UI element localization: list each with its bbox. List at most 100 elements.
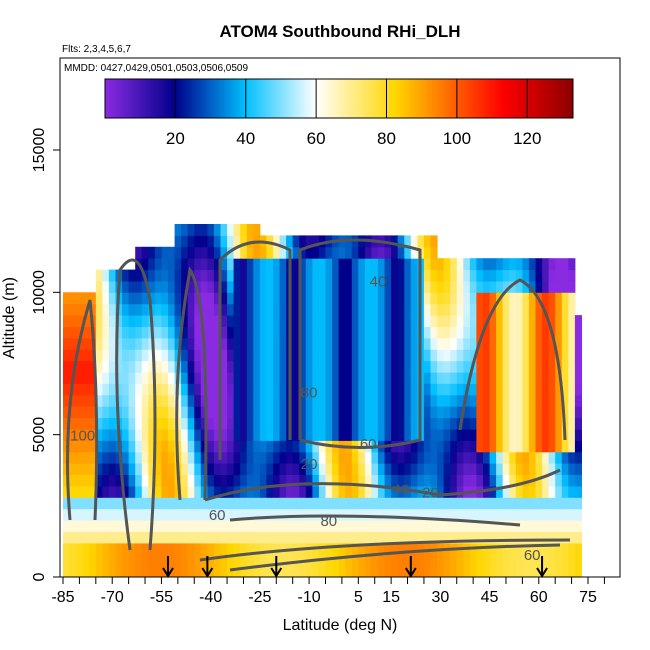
heatmap-cell xyxy=(515,485,523,498)
heatmap-cell xyxy=(417,531,425,544)
heatmap-cell xyxy=(194,417,202,430)
heatmap-cell xyxy=(318,520,326,532)
heatmap-cell xyxy=(108,429,116,441)
heatmap-cell xyxy=(463,417,471,430)
heatmap-cell xyxy=(148,280,156,293)
heatmap-cell xyxy=(227,224,235,236)
heatmap-cell xyxy=(227,440,235,453)
heatmap-cell xyxy=(437,349,445,362)
heatmap-cell xyxy=(318,565,326,577)
heatmap-cell xyxy=(213,246,221,259)
heatmap-cell xyxy=(187,235,195,248)
heatmap-cell xyxy=(469,337,477,350)
heatmap-cell xyxy=(312,485,320,498)
heatmap-cell xyxy=(200,235,208,248)
heatmap-cell xyxy=(469,531,477,544)
heatmap-cell xyxy=(338,349,346,362)
heatmap-cell xyxy=(154,337,162,350)
heatmap-cell xyxy=(122,474,130,487)
heatmap-cell xyxy=(128,360,136,373)
heatmap-cell xyxy=(423,531,431,544)
heatmap-cell xyxy=(574,440,582,453)
heatmap-cell xyxy=(384,474,392,487)
heatmap-cell xyxy=(555,417,563,430)
heatmap-cell xyxy=(391,360,399,373)
heatmap-cell xyxy=(240,349,248,362)
heatmap-cell xyxy=(318,485,326,498)
heatmap-cell xyxy=(489,360,497,373)
heatmap-cell xyxy=(469,565,477,577)
heatmap-cell xyxy=(141,394,149,407)
heatmap-cell xyxy=(181,520,189,532)
heatmap-cell xyxy=(135,315,143,327)
heatmap-cell xyxy=(246,463,254,475)
heatmap-cell xyxy=(220,474,228,487)
heatmap-cell xyxy=(351,565,359,577)
heatmap-cell xyxy=(561,463,569,475)
heatmap-cell xyxy=(430,508,438,521)
heatmap-cell xyxy=(305,417,313,430)
heatmap-cell xyxy=(181,531,189,544)
heatmap-cell xyxy=(358,417,366,430)
heatmap-cell xyxy=(391,372,399,384)
heatmap-cell xyxy=(187,292,195,305)
heatmap-cell xyxy=(102,315,110,327)
colorbar xyxy=(104,78,574,119)
heatmap-cell xyxy=(312,406,320,419)
contour-line xyxy=(66,299,99,521)
heatmap-cell xyxy=(273,269,281,282)
heatmap-cell xyxy=(108,360,116,373)
heatmap-cell xyxy=(141,451,149,464)
heatmap-cell xyxy=(456,326,464,339)
heatmap-cell xyxy=(213,326,221,339)
heatmap-cell xyxy=(325,349,333,362)
heatmap-cell xyxy=(325,485,333,498)
heatmap-cell xyxy=(194,485,202,498)
heatmap-cell xyxy=(509,474,517,487)
heatmap-cell xyxy=(522,337,530,350)
heatmap-cell xyxy=(200,246,208,259)
heatmap-cell xyxy=(358,497,366,510)
heatmap-cell xyxy=(555,292,563,305)
heatmap-cell xyxy=(148,485,156,498)
heatmap-cell xyxy=(253,508,261,521)
heatmap-cell xyxy=(391,349,399,362)
heatmap-cell xyxy=(345,303,353,316)
heatmap-cell xyxy=(463,303,471,316)
heatmap-cell xyxy=(548,417,556,430)
heatmap-cell xyxy=(115,394,123,407)
heatmap-cell xyxy=(437,565,445,577)
heatmap-cell xyxy=(358,394,366,407)
heatmap-cell xyxy=(135,520,143,532)
heatmap-cell xyxy=(246,280,254,293)
heatmap-cell xyxy=(483,349,491,362)
heatmap-cell xyxy=(259,565,267,577)
heatmap-cell xyxy=(299,451,307,464)
heatmap-cell xyxy=(430,417,438,430)
heatmap-cell xyxy=(338,531,346,544)
heatmap-cell xyxy=(233,235,241,248)
heatmap-cell xyxy=(574,565,582,577)
heatmap-cell xyxy=(240,406,248,419)
heatmap-cell xyxy=(108,280,116,293)
heatmap-cell xyxy=(325,474,333,487)
heatmap-cell xyxy=(233,497,241,510)
heatmap-cell xyxy=(213,485,221,498)
heatmap-cell xyxy=(148,451,156,464)
heatmap-cell xyxy=(305,406,313,419)
heatmap-cell xyxy=(63,531,71,544)
heatmap-cell xyxy=(430,303,438,316)
heatmap-cell xyxy=(548,508,556,521)
heatmap-cell xyxy=(63,372,71,384)
heatmap-cell xyxy=(266,417,274,430)
heatmap-cell xyxy=(115,485,123,498)
heatmap-cell xyxy=(122,292,130,305)
heatmap-cell xyxy=(273,383,281,396)
heatmap-cell xyxy=(273,508,281,521)
heatmap-cell xyxy=(108,497,116,510)
heatmap-cell xyxy=(246,258,254,271)
heatmap-cell xyxy=(397,474,405,487)
heatmap-cell xyxy=(483,406,491,419)
heatmap-cell xyxy=(168,315,176,327)
heatmap-cell xyxy=(371,497,379,510)
